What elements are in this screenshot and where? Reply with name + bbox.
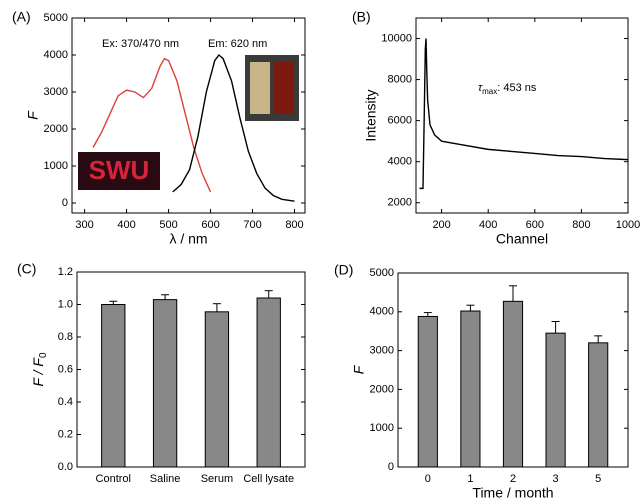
x-tick-label: Saline bbox=[150, 473, 181, 485]
bar bbox=[256, 297, 281, 468]
y-tick-label: 6000 bbox=[388, 115, 412, 127]
annotation: Em: 620 nm bbox=[208, 38, 267, 50]
y-tick-label: 0.4 bbox=[58, 396, 73, 408]
x-tick-label: 3 bbox=[553, 473, 559, 485]
y-axis-label: F bbox=[25, 110, 41, 120]
bar bbox=[460, 310, 481, 468]
plot-frame bbox=[415, 17, 629, 214]
x-tick-label: 500 bbox=[159, 219, 177, 231]
y-tick-label: 5000 bbox=[370, 267, 394, 279]
plot-frame bbox=[76, 271, 306, 468]
y-tick-label: 0 bbox=[62, 197, 68, 209]
y-axis-label: F / F0 bbox=[30, 352, 49, 387]
y-tick-label: 1.0 bbox=[58, 298, 73, 310]
vial bbox=[250, 62, 270, 114]
vial bbox=[274, 62, 294, 114]
y-tick-label: 2000 bbox=[370, 383, 394, 395]
bar bbox=[502, 300, 524, 468]
x-axis-label: λ / nm bbox=[169, 231, 207, 247]
data-line bbox=[92, 57, 212, 193]
x-tick-label: 5 bbox=[595, 473, 601, 485]
inset-text: SWU bbox=[89, 155, 150, 185]
annotation-text: : 453 ns bbox=[497, 82, 537, 94]
panel-label: (D) bbox=[334, 262, 353, 278]
annotation-symbol: τ bbox=[478, 82, 483, 94]
x-tick-label: 400 bbox=[479, 219, 497, 231]
x-tick-label: Cell lysate bbox=[243, 473, 294, 485]
x-tick-label: 1000 bbox=[616, 219, 640, 231]
panel-label: (A) bbox=[12, 9, 31, 25]
bar bbox=[588, 342, 609, 468]
y-tick-label: 1000 bbox=[370, 422, 394, 434]
x-tick-label: 300 bbox=[75, 219, 93, 231]
y-tick-label: 3000 bbox=[370, 345, 394, 357]
y-tick-label: 4000 bbox=[370, 306, 394, 318]
plot-frame bbox=[397, 272, 629, 468]
x-tick-label: Serum bbox=[201, 473, 233, 485]
y-tick-label: 2000 bbox=[388, 197, 412, 209]
y-tick-label: 0.6 bbox=[58, 363, 73, 375]
y-axis-label: Intensity bbox=[363, 89, 379, 141]
y-tick-label: 0.0 bbox=[58, 461, 73, 473]
annotation-sub: max bbox=[482, 87, 497, 96]
bar bbox=[417, 315, 438, 468]
x-tick-label: 2 bbox=[510, 473, 516, 485]
bar bbox=[152, 299, 178, 468]
y-tick-label: 4000 bbox=[388, 156, 412, 168]
y-tick-label: 10000 bbox=[381, 32, 412, 44]
bar bbox=[101, 304, 126, 468]
x-tick-label: 400 bbox=[117, 219, 135, 231]
panel-label: (B) bbox=[352, 9, 371, 25]
y-tick-label: 1000 bbox=[44, 160, 68, 172]
y-tick-label: 5000 bbox=[44, 12, 68, 24]
x-tick-label: 0 bbox=[425, 473, 431, 485]
x-axis-label: Channel bbox=[496, 231, 548, 247]
y-label-sub: 0 bbox=[38, 352, 49, 358]
y-tick-label: 2000 bbox=[44, 123, 68, 135]
y-tick-label: 3000 bbox=[44, 86, 68, 98]
x-tick-label: 600 bbox=[201, 219, 219, 231]
bar bbox=[545, 332, 566, 468]
x-tick-label: 800 bbox=[285, 219, 303, 231]
x-tick-label: 700 bbox=[243, 219, 261, 231]
x-tick-label: Control bbox=[96, 473, 131, 485]
bar bbox=[204, 311, 230, 468]
annotation: τmax: 453 ns bbox=[478, 82, 537, 96]
y-label-main: F / F bbox=[30, 357, 46, 387]
panel-label: (C) bbox=[17, 261, 36, 277]
y-tick-label: 1.2 bbox=[58, 266, 73, 278]
y-tick-label: 0.2 bbox=[58, 428, 73, 440]
inset-photo bbox=[78, 152, 160, 190]
x-axis-label: Time / month bbox=[472, 485, 553, 501]
y-tick-label: 8000 bbox=[388, 73, 412, 85]
x-tick-label: 200 bbox=[432, 219, 450, 231]
y-tick-label: 0 bbox=[388, 461, 394, 473]
plot-frame bbox=[71, 17, 306, 214]
data-line bbox=[172, 53, 295, 202]
x-tick-label: 1 bbox=[467, 473, 473, 485]
annotation: Ex: 370/470 nm bbox=[102, 38, 179, 50]
y-axis-label: F bbox=[351, 364, 367, 374]
data-line bbox=[419, 38, 629, 190]
x-tick-label: 800 bbox=[572, 219, 590, 231]
y-tick-label: 0.8 bbox=[58, 331, 73, 343]
y-tick-label: 4000 bbox=[44, 49, 68, 61]
x-tick-label: 600 bbox=[526, 219, 544, 231]
